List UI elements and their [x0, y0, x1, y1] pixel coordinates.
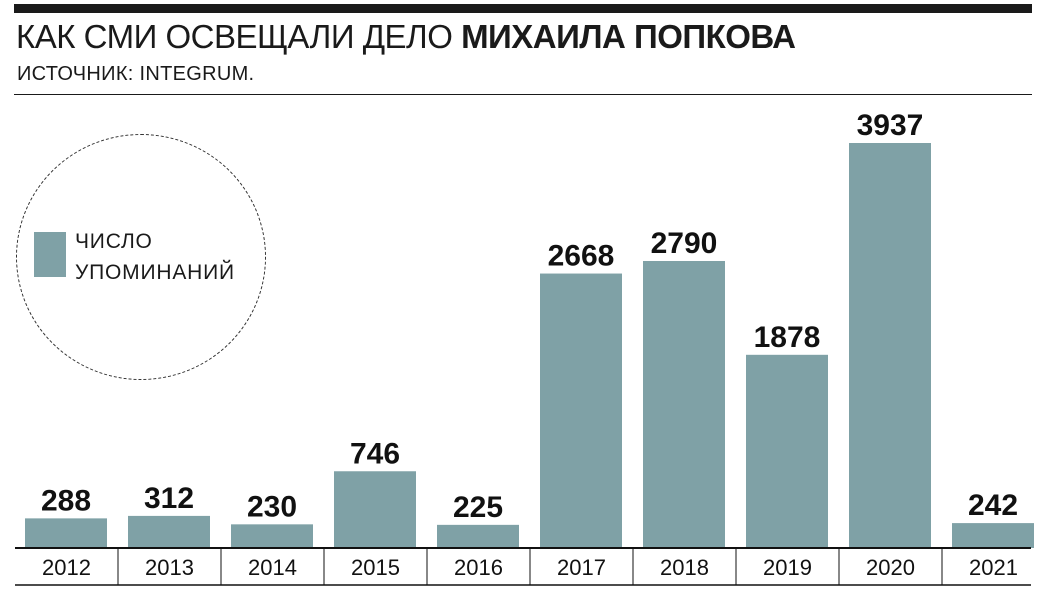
tick-label-2016: 2016: [454, 555, 503, 580]
chart-source: ИСТОЧНИК: INTEGRUM.: [17, 63, 255, 85]
bar-2017: [540, 273, 622, 548]
top-rule: [14, 4, 1032, 13]
bar-2015: [334, 471, 416, 548]
title-bold: МИХАИЛА ПОПКОВА: [461, 18, 796, 55]
separator-rule: [14, 94, 1032, 95]
legend-label: ЧИСЛО УПОМИНАНИЙ: [75, 226, 235, 288]
title-regular: КАК СМИ ОСВЕЩАЛИ ДЕЛО: [16, 18, 462, 55]
bar-2016: [437, 524, 519, 548]
data-label-2012: 288: [41, 484, 91, 517]
tick-label-2021: 2021: [969, 555, 1018, 580]
data-label-2013: 312: [144, 482, 194, 515]
tick-label-2020: 2020: [866, 555, 915, 580]
bar-2018: [643, 260, 725, 548]
tick-label-2015: 2015: [351, 555, 400, 580]
tick-label-2018: 2018: [660, 555, 709, 580]
legend-label-line2: УПОМИНАНИЙ: [75, 261, 235, 284]
tick-label-2013: 2013: [145, 555, 194, 580]
tick-label-2012: 2012: [42, 555, 91, 580]
tick-label-2019: 2019: [763, 555, 812, 580]
data-label-2016: 225: [453, 491, 503, 524]
bar-2020: [849, 143, 931, 548]
bar-2013: [128, 515, 210, 548]
tick-label-2017: 2017: [557, 555, 606, 580]
bar-2014: [231, 524, 313, 548]
legend-swatch: [34, 232, 66, 277]
bar-2021: [952, 523, 1034, 548]
data-label-2014: 230: [247, 490, 297, 523]
legend-label-line1: ЧИСЛО: [75, 230, 153, 253]
tick-label-2014: 2014: [248, 555, 297, 580]
data-label-2018: 2790: [651, 227, 718, 260]
bar-2012: [25, 518, 107, 548]
chart-title: КАК СМИ ОСВЕЩАЛИ ДЕЛО МИХАИЛА ПОПКОВА: [16, 18, 796, 56]
bar-2019: [746, 354, 828, 548]
data-label-2021: 242: [968, 489, 1018, 522]
data-label-2019: 1878: [754, 321, 821, 354]
data-label-2020: 3937: [857, 109, 924, 142]
data-label-2015: 746: [350, 437, 400, 470]
data-label-2017: 2668: [548, 240, 615, 273]
legend-circle: [16, 134, 266, 380]
